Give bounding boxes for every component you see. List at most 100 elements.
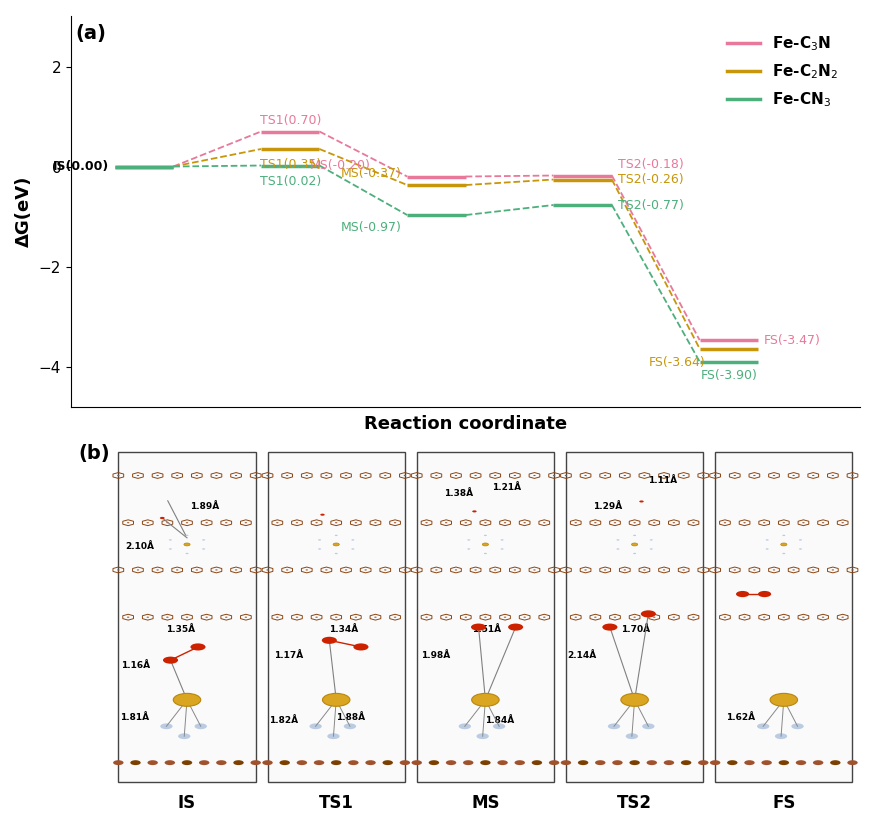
Circle shape	[185, 535, 189, 536]
Circle shape	[334, 553, 338, 554]
Circle shape	[345, 569, 346, 571]
Circle shape	[727, 760, 736, 765]
Circle shape	[165, 760, 175, 765]
Circle shape	[295, 616, 298, 618]
Text: 1.11Å: 1.11Å	[648, 476, 677, 485]
Circle shape	[474, 475, 477, 476]
Circle shape	[494, 569, 496, 571]
Circle shape	[194, 724, 206, 729]
Circle shape	[445, 522, 447, 523]
Circle shape	[613, 522, 616, 523]
Circle shape	[127, 616, 129, 618]
Circle shape	[494, 475, 496, 476]
Circle shape	[216, 760, 226, 765]
Circle shape	[623, 569, 626, 571]
Circle shape	[190, 644, 206, 650]
Circle shape	[403, 475, 406, 476]
Circle shape	[279, 760, 290, 765]
Circle shape	[296, 760, 307, 765]
Circle shape	[578, 760, 587, 765]
Circle shape	[455, 569, 456, 571]
Circle shape	[198, 760, 209, 765]
Circle shape	[411, 760, 422, 765]
Circle shape	[846, 760, 857, 765]
Circle shape	[791, 475, 794, 476]
Circle shape	[503, 616, 506, 618]
Circle shape	[315, 522, 317, 523]
Circle shape	[633, 535, 635, 536]
Circle shape	[215, 569, 217, 571]
Circle shape	[136, 569, 139, 571]
Circle shape	[713, 569, 716, 571]
Text: FS(-3.47): FS(-3.47)	[763, 333, 820, 346]
Text: TS1: TS1	[318, 794, 354, 812]
Text: IS: IS	[178, 794, 196, 812]
Text: 1.16Å: 1.16Å	[120, 661, 150, 670]
Circle shape	[393, 616, 396, 618]
Circle shape	[691, 522, 694, 523]
Circle shape	[254, 475, 257, 476]
FancyBboxPatch shape	[416, 452, 554, 782]
Circle shape	[633, 522, 635, 523]
Text: MS: MS	[470, 794, 499, 812]
Circle shape	[276, 522, 278, 523]
Circle shape	[424, 522, 427, 523]
Circle shape	[723, 616, 726, 618]
Circle shape	[185, 522, 188, 523]
Circle shape	[743, 760, 754, 765]
Circle shape	[532, 569, 535, 571]
Circle shape	[482, 543, 488, 546]
Circle shape	[780, 543, 786, 546]
Circle shape	[323, 693, 350, 706]
Circle shape	[642, 569, 645, 571]
Circle shape	[513, 475, 516, 476]
Circle shape	[742, 616, 745, 618]
Circle shape	[146, 616, 149, 618]
Circle shape	[484, 535, 486, 536]
Legend: Fe-C$_3$N, Fe-C$_2$N$_2$, Fe-CN$_3$: Fe-C$_3$N, Fe-C$_2$N$_2$, Fe-CN$_3$	[719, 28, 843, 115]
Circle shape	[403, 569, 406, 571]
Circle shape	[484, 553, 486, 554]
Text: 1.88Å: 1.88Å	[336, 713, 365, 722]
Circle shape	[182, 760, 192, 765]
Circle shape	[691, 616, 694, 618]
Text: 1.89Å: 1.89Å	[190, 502, 219, 512]
Circle shape	[603, 569, 606, 571]
Circle shape	[245, 616, 247, 618]
Text: 1.84Å: 1.84Å	[485, 716, 514, 725]
Circle shape	[564, 475, 566, 476]
Circle shape	[531, 760, 541, 765]
Text: 1.62Å: 1.62Å	[726, 713, 754, 722]
Text: 1.70Å: 1.70Å	[620, 625, 649, 634]
Circle shape	[607, 724, 619, 729]
Circle shape	[640, 610, 655, 617]
Circle shape	[305, 475, 307, 476]
Circle shape	[681, 475, 684, 476]
Text: FS: FS	[771, 794, 795, 812]
Circle shape	[117, 569, 120, 571]
Circle shape	[166, 616, 168, 618]
Circle shape	[594, 522, 596, 523]
Circle shape	[663, 760, 673, 765]
Circle shape	[662, 475, 664, 476]
Text: TS2(-0.77): TS2(-0.77)	[617, 199, 683, 211]
Circle shape	[790, 724, 803, 729]
Circle shape	[147, 760, 158, 765]
Circle shape	[680, 760, 690, 765]
Circle shape	[791, 569, 794, 571]
Circle shape	[811, 569, 813, 571]
Circle shape	[735, 591, 749, 597]
Circle shape	[266, 569, 268, 571]
Circle shape	[503, 522, 506, 523]
Text: MS(-0.37): MS(-0.37)	[340, 167, 400, 180]
Circle shape	[393, 522, 396, 523]
Circle shape	[642, 475, 645, 476]
Circle shape	[552, 569, 555, 571]
Circle shape	[262, 760, 272, 765]
Circle shape	[334, 535, 338, 536]
Circle shape	[662, 569, 664, 571]
Text: (b): (b)	[79, 445, 111, 464]
Circle shape	[829, 760, 840, 765]
Text: 1.82Å: 1.82Å	[268, 716, 298, 725]
Circle shape	[639, 501, 643, 502]
